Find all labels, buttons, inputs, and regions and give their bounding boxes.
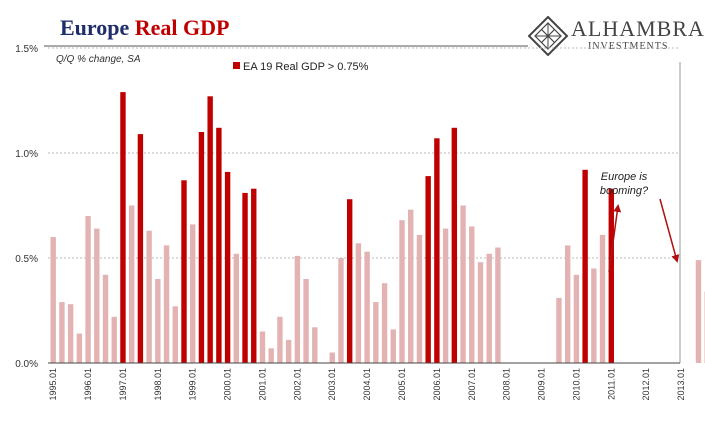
bar-43 <box>425 176 431 363</box>
bar-8 <box>120 92 126 363</box>
chart-subtitle: Q/Q % change, SA <box>56 54 141 65</box>
y-tick-label: 1.0% <box>15 149 38 160</box>
bar-37 <box>373 302 379 363</box>
x-tick-label: 1995.01 <box>48 368 58 401</box>
legend-label: EA 19 Real GDP > 0.75% <box>243 61 369 73</box>
x-tick-label: 2012.01 <box>641 368 651 401</box>
logo-subtitle: INVESTMENTS <box>588 41 669 52</box>
bar-50 <box>486 253 492 363</box>
y-tick-label: 0.5% <box>15 254 38 265</box>
bar-5 <box>94 228 100 363</box>
title-europe: Europe <box>60 15 130 40</box>
bar-14 <box>172 306 178 363</box>
bar-17 <box>198 132 205 363</box>
bar-64 <box>608 188 614 363</box>
bar-15 <box>181 180 187 363</box>
bar-11 <box>146 230 152 363</box>
x-tick-label: 2005.01 <box>397 368 407 401</box>
annotation-line-1: Europe is <box>601 171 648 183</box>
x-tick-label: 2007.01 <box>467 368 477 401</box>
x-tick-label: 1999.01 <box>188 368 198 401</box>
bar-32 <box>329 352 335 363</box>
bar-19 <box>216 127 222 363</box>
bar-59 <box>564 245 571 363</box>
bar-35 <box>355 243 362 363</box>
title-real-gdp: Real GDP <box>134 15 230 40</box>
bar-10 <box>137 134 144 363</box>
bar-36 <box>364 251 370 363</box>
bar-13 <box>163 245 170 363</box>
bar-16 <box>190 224 196 363</box>
bar-63 <box>599 234 606 363</box>
bar-3 <box>76 333 83 363</box>
bar-51 <box>495 247 501 363</box>
x-tick-label: 2011.01 <box>606 368 616 400</box>
bar-22 <box>242 192 248 363</box>
bar-29 <box>303 279 309 363</box>
bar-20 <box>224 171 231 363</box>
bar-42 <box>416 234 423 363</box>
bar-24 <box>259 331 266 363</box>
bar-27 <box>285 339 292 363</box>
x-tick-label: 2004.01 <box>362 368 372 401</box>
annotation-arrow-up <box>608 204 622 273</box>
bar-45 <box>442 228 449 363</box>
bar-62 <box>591 268 597 363</box>
x-tick-label: 2003.01 <box>327 368 337 401</box>
bar-39 <box>390 329 396 363</box>
bar-49 <box>477 262 484 363</box>
x-tick-label: 2001.01 <box>258 368 268 401</box>
bar-33 <box>338 258 344 363</box>
bar-18 <box>207 96 213 364</box>
x-tick-label: 2002.01 <box>292 368 302 401</box>
bar-61 <box>582 169 588 363</box>
x-tick-label: 2009.01 <box>537 368 547 401</box>
y-tick-label: 1.5% <box>15 44 38 55</box>
bar-44 <box>434 138 440 363</box>
logo-name: ALHAMBRA <box>571 16 705 41</box>
x-tick-label: 2013.01 <box>676 368 686 401</box>
bar-74 <box>695 260 702 363</box>
x-tick-label: 1996.01 <box>83 368 93 401</box>
bar-46 <box>451 127 458 363</box>
bar-41 <box>408 209 414 363</box>
bar-1 <box>59 302 65 363</box>
bar-7 <box>111 316 117 363</box>
annotation-arrow-down <box>659 198 680 263</box>
bar-28 <box>294 255 301 363</box>
alhambra-logo: ALHAMBRA INVESTMENTS <box>528 14 704 58</box>
annotation-line-2: booming? <box>600 185 649 197</box>
x-tick-label: 2000.01 <box>223 368 233 401</box>
bar-25 <box>268 348 274 363</box>
legend-swatch <box>233 62 240 69</box>
bar-2 <box>67 304 74 363</box>
bar-40 <box>399 220 405 363</box>
bar-23 <box>251 188 257 363</box>
bar-9 <box>128 205 135 363</box>
diamond-lattice-icon <box>528 16 568 56</box>
bar-58 <box>556 297 562 363</box>
bar-30 <box>312 327 318 363</box>
bar-6 <box>102 274 109 363</box>
x-tick-label: 1998.01 <box>153 368 163 401</box>
x-tick-label: 2006.01 <box>432 368 442 401</box>
bar-34 <box>346 199 353 363</box>
page-title: Europe Real GDP <box>60 15 229 41</box>
x-tick-label: 1997.01 <box>118 368 128 401</box>
bar-21 <box>233 253 240 363</box>
bar-12 <box>155 279 161 363</box>
bar-26 <box>277 316 283 363</box>
bar-48 <box>469 226 475 363</box>
bar-38 <box>381 283 388 363</box>
bar-0 <box>50 237 56 363</box>
bar-47 <box>460 205 466 363</box>
bar-60 <box>573 274 580 363</box>
bar-4 <box>85 216 91 363</box>
y-tick-label: 0.0% <box>15 359 38 370</box>
x-tick-label: 2010.01 <box>571 368 581 401</box>
x-tick-label: 2008.01 <box>502 368 512 401</box>
